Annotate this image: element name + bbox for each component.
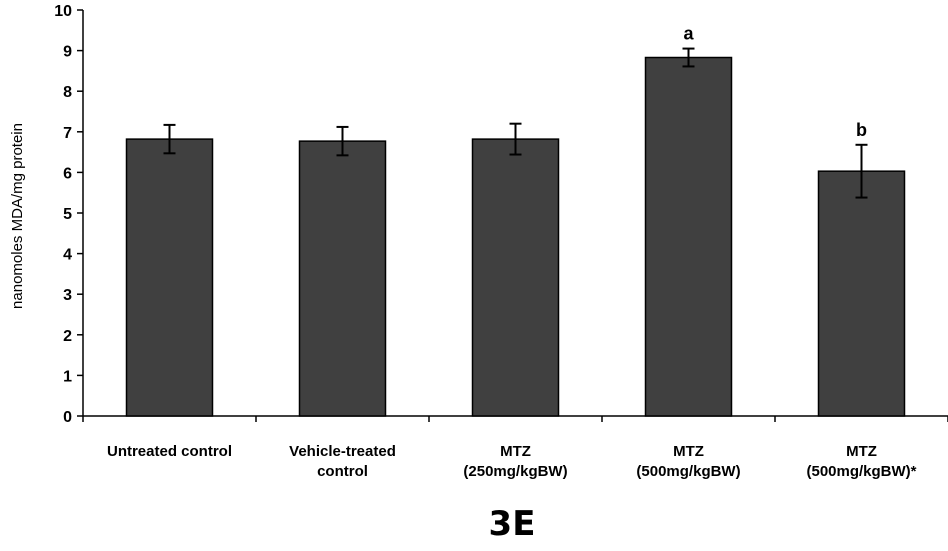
bar [817, 170, 906, 417]
y-ticks: 0 1 2 3 4 5 6 7 8 9 10 [54, 3, 83, 426]
y-tick-label: 0 [63, 409, 72, 426]
panel-label: 3E [489, 504, 536, 544]
x-category-labels: Untreated control Vehicle-treated control M… [82, 416, 948, 480]
bars: ab [125, 24, 906, 417]
x-category-label: MTZ (500mg/kgBW) [636, 443, 740, 480]
y-tick-label: 2 [63, 328, 72, 345]
y-tick-label: 10 [54, 3, 72, 20]
bar [298, 140, 387, 417]
y-axis-label: nanomoles MDA/mg protein [9, 123, 26, 309]
y-tick-label: 9 [63, 44, 72, 61]
y-tick-label: 6 [63, 165, 72, 182]
x-category-label-line: (250mg/kgBW) [463, 463, 567, 480]
x-category-label-line: (500mg/kgBW) [636, 463, 740, 480]
x-category-label: MTZ (250mg/kgBW) [463, 443, 567, 480]
x-category-label: Untreated control [107, 443, 232, 460]
x-category-label-line: control [317, 463, 368, 480]
significance-label: b [856, 120, 867, 140]
bar [125, 138, 214, 417]
y-tick-label: 1 [63, 368, 72, 385]
x-category-label-line: MTZ [846, 443, 877, 460]
significance-label: a [683, 24, 694, 44]
x-category-label-line: Vehicle-treated [289, 443, 396, 460]
y-tick-label: 7 [63, 125, 72, 142]
y-tick-label: 5 [63, 206, 72, 223]
x-category-label-line: MTZ [500, 443, 531, 460]
y-tick-label: 3 [63, 287, 72, 304]
bar [471, 138, 560, 417]
y-tick-label: 4 [63, 247, 72, 264]
x-category-label-line: MTZ [673, 443, 704, 460]
x-category-label-line: Untreated control [107, 443, 232, 460]
x-category-label-line: (500mg/kgBW)* [806, 463, 916, 480]
bar [644, 56, 733, 417]
x-category-label: Vehicle-treated control [289, 443, 396, 480]
y-tick-label: 8 [63, 84, 72, 101]
x-category-label: MTZ (500mg/kgBW)* [806, 443, 916, 480]
